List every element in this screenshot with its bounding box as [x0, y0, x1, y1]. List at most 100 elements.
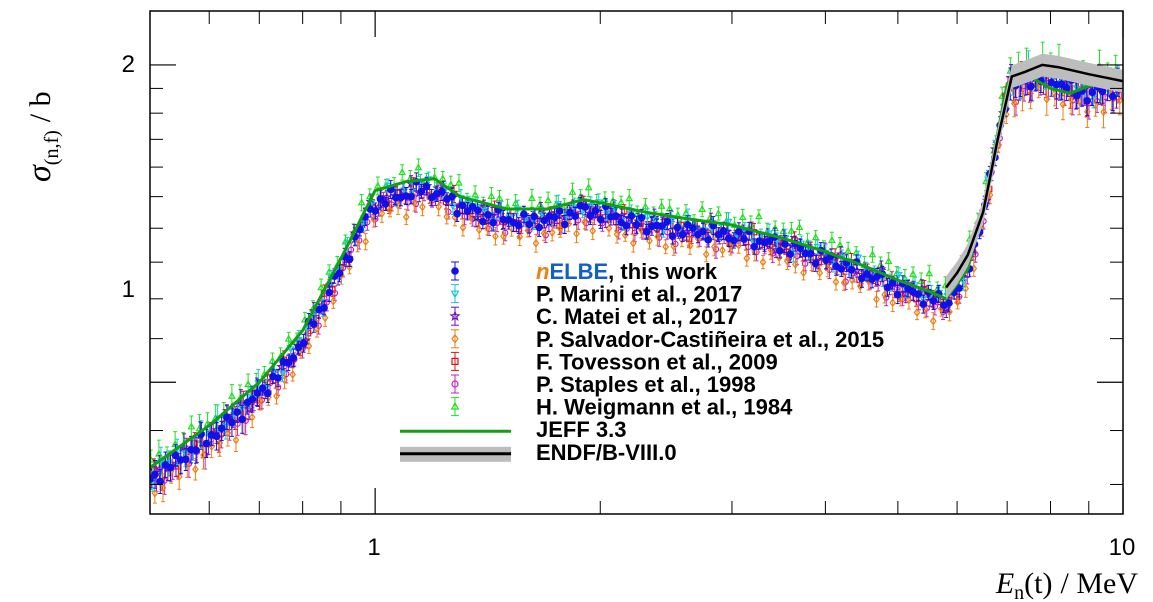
data-point-nelbe: [540, 216, 549, 225]
legend-label: P. Staples et al., 1998: [536, 372, 756, 397]
data-point-weigmann: [373, 181, 382, 189]
data-point-nelbe: [550, 213, 559, 222]
data-point-nelbe: [212, 432, 221, 441]
legend-item-weigmann: H. Weigmann et al., 1984: [450, 395, 793, 420]
data-point-nelbe: [473, 206, 482, 215]
data-point-nelbe: [893, 290, 902, 299]
data-point-nelbe: [858, 274, 866, 283]
data-point-salvador: [378, 209, 386, 218]
data-point-nelbe: [156, 477, 165, 486]
data-point-salvador: [1043, 94, 1051, 104]
data-point-weigmann: [455, 178, 463, 186]
data-point-salvador: [881, 290, 888, 300]
data-point-nelbe: [776, 247, 784, 255]
legend-marker: [449, 310, 461, 321]
data-point-salvador: [248, 412, 256, 422]
series-nelbe: [150, 54, 1122, 494]
data-point-nelbe: [274, 374, 282, 382]
data-point-weigmann: [414, 163, 423, 171]
data-point-weigmann: [641, 202, 650, 210]
data-point-nelbe: [668, 232, 677, 240]
data-point-nelbe: [561, 220, 569, 229]
data-point-weigmann: [844, 246, 853, 254]
data-point-salvador: [305, 341, 313, 351]
legend-label: P. Salvador-Castiñeira et al., 2015: [536, 327, 884, 352]
y-axis-subscript: (n,f): [41, 130, 63, 165]
data-point-nelbe: [811, 259, 820, 268]
data-point-nelbe: [781, 240, 789, 248]
data-point-weigmann: [584, 183, 593, 191]
legend-label: P. Marini et al., 2017: [536, 282, 742, 307]
data-point-weigmann: [714, 209, 723, 217]
legend-label: C. Matei et al., 2017: [536, 304, 738, 329]
data-point-weigmann: [755, 212, 763, 220]
data-point-nelbe: [955, 284, 963, 292]
data-point-salvador: [840, 278, 848, 288]
data-point-salvador: [151, 488, 159, 498]
data-point-nelbe: [233, 408, 241, 416]
data-point-salvador: [532, 238, 540, 248]
data-point-salvador: [200, 450, 207, 460]
data-point-salvador: [848, 275, 856, 285]
data-point-weigmann: [357, 198, 366, 206]
data-point-nelbe: [637, 213, 646, 222]
data-point-nelbe: [463, 207, 472, 215]
data-point-weigmann: [284, 334, 293, 342]
legend-marker: [450, 401, 460, 410]
data-point-salvador: [905, 295, 913, 305]
data-point-weigmann: [925, 269, 934, 277]
data-point-nelbe: [182, 455, 190, 464]
data-point-salvador: [792, 259, 799, 269]
legend-label: ENDF/B-VIII.0: [536, 440, 677, 465]
data-point-nelbe: [663, 217, 672, 226]
legend-label: JEFF 3.3: [536, 417, 626, 442]
data-point-nelbe: [566, 208, 574, 217]
data-point-marini: [724, 218, 733, 226]
data-point-salvador: [483, 223, 491, 233]
data-point-weigmann: [544, 196, 552, 204]
data-point-marini: [521, 217, 530, 225]
data-point-salvador: [629, 238, 637, 248]
data-point-nelbe: [740, 235, 748, 243]
data-point-nelbe: [555, 207, 564, 215]
data-point-nelbe: [371, 207, 380, 215]
data-point-salvador: [1067, 95, 1075, 104]
legend-label: F. Tovesson et al., 2009: [536, 349, 778, 374]
data-point-salvador: [1010, 99, 1018, 108]
data-point-marini: [586, 202, 595, 211]
data-point-nelbe: [632, 221, 641, 229]
data-point-nelbe: [729, 236, 738, 245]
data-point-salvador: [419, 202, 426, 212]
x-axis-argument: (t): [1024, 567, 1052, 600]
data-point-nelbe: [299, 339, 308, 348]
data-point-nelbe: [837, 265, 846, 273]
data-point-nelbe: [345, 255, 354, 263]
legend-label-name: ELBE: [549, 259, 608, 284]
data-point-salvador: [613, 229, 621, 239]
data-point-salvador: [346, 262, 353, 272]
data-point-nelbe: [704, 236, 712, 244]
data-point-nelbe: [765, 237, 774, 245]
data-point-nelbe: [514, 221, 523, 230]
y-axis-title: σ(n,f) / b: [21, 91, 63, 182]
data-point-weigmann: [657, 201, 666, 209]
data-point-nelbe: [612, 212, 620, 220]
data-point-nelbe: [520, 210, 528, 218]
data-point-salvador: [954, 297, 961, 307]
x-tick-label-1: 1: [367, 534, 380, 561]
data-point-nelbe: [929, 297, 938, 305]
data-point-salvador: [216, 438, 224, 448]
data-point-nelbe: [673, 223, 682, 232]
data-point-nelbe: [1073, 91, 1081, 100]
data-point-nelbe: [284, 359, 293, 367]
data-point-salvador: [175, 472, 183, 482]
data-point-nelbe: [1057, 80, 1066, 89]
data-point-salvador: [159, 483, 167, 493]
x-axis-unit: / MeV: [1061, 567, 1139, 600]
data-point-nelbe: [883, 283, 892, 292]
data-point-marini: [294, 336, 303, 344]
data-point-nelbe: [417, 187, 426, 196]
data-point-nelbe: [381, 200, 390, 208]
data-point-marini: [303, 326, 311, 334]
